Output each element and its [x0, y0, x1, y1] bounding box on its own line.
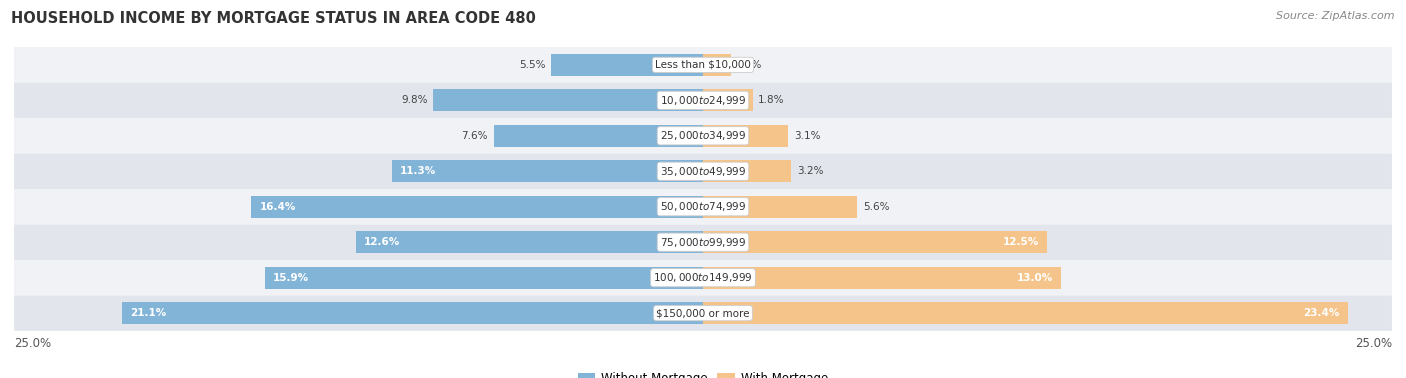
Bar: [703, 89, 752, 112]
Text: $75,000 to $99,999: $75,000 to $99,999: [659, 236, 747, 249]
Bar: [703, 54, 731, 76]
Text: 12.5%: 12.5%: [1002, 237, 1039, 247]
Bar: [703, 266, 1062, 289]
Text: 15.9%: 15.9%: [273, 273, 309, 283]
Bar: [356, 231, 703, 253]
Text: 12.6%: 12.6%: [364, 237, 401, 247]
Text: $35,000 to $49,999: $35,000 to $49,999: [659, 165, 747, 178]
Bar: [703, 231, 1047, 253]
Text: 25.0%: 25.0%: [14, 337, 51, 350]
FancyBboxPatch shape: [14, 153, 1392, 189]
Text: $10,000 to $24,999: $10,000 to $24,999: [659, 94, 747, 107]
Text: Source: ZipAtlas.com: Source: ZipAtlas.com: [1277, 11, 1395, 21]
Text: $150,000 or more: $150,000 or more: [657, 308, 749, 318]
Text: HOUSEHOLD INCOME BY MORTGAGE STATUS IN AREA CODE 480: HOUSEHOLD INCOME BY MORTGAGE STATUS IN A…: [11, 11, 536, 26]
Text: 1.0%: 1.0%: [737, 60, 762, 70]
Bar: [121, 302, 703, 324]
Text: 5.5%: 5.5%: [519, 60, 546, 70]
Bar: [703, 160, 792, 182]
Bar: [703, 196, 858, 218]
FancyBboxPatch shape: [14, 83, 1392, 118]
Text: 9.8%: 9.8%: [401, 95, 427, 105]
Bar: [392, 160, 703, 182]
Text: $100,000 to $149,999: $100,000 to $149,999: [654, 271, 752, 284]
Text: 7.6%: 7.6%: [461, 131, 488, 141]
Legend: Without Mortgage, With Mortgage: Without Mortgage, With Mortgage: [574, 367, 832, 378]
FancyBboxPatch shape: [14, 47, 1392, 83]
Text: 3.2%: 3.2%: [797, 166, 823, 176]
Text: $25,000 to $34,999: $25,000 to $34,999: [659, 129, 747, 142]
Text: 23.4%: 23.4%: [1303, 308, 1340, 318]
Text: 11.3%: 11.3%: [399, 166, 436, 176]
Text: 13.0%: 13.0%: [1017, 273, 1053, 283]
FancyBboxPatch shape: [14, 118, 1392, 153]
Bar: [264, 266, 703, 289]
Text: 16.4%: 16.4%: [259, 202, 295, 212]
Text: $50,000 to $74,999: $50,000 to $74,999: [659, 200, 747, 213]
Bar: [494, 125, 703, 147]
Bar: [252, 196, 703, 218]
FancyBboxPatch shape: [14, 189, 1392, 225]
FancyBboxPatch shape: [14, 225, 1392, 260]
Text: 1.8%: 1.8%: [758, 95, 785, 105]
Text: Less than $10,000: Less than $10,000: [655, 60, 751, 70]
Bar: [703, 302, 1348, 324]
Text: 3.1%: 3.1%: [794, 131, 821, 141]
Bar: [433, 89, 703, 112]
Bar: [551, 54, 703, 76]
FancyBboxPatch shape: [14, 295, 1392, 331]
Text: 21.1%: 21.1%: [129, 308, 166, 318]
Bar: [703, 125, 789, 147]
Text: 25.0%: 25.0%: [1355, 337, 1392, 350]
Text: 5.6%: 5.6%: [863, 202, 890, 212]
FancyBboxPatch shape: [14, 260, 1392, 295]
